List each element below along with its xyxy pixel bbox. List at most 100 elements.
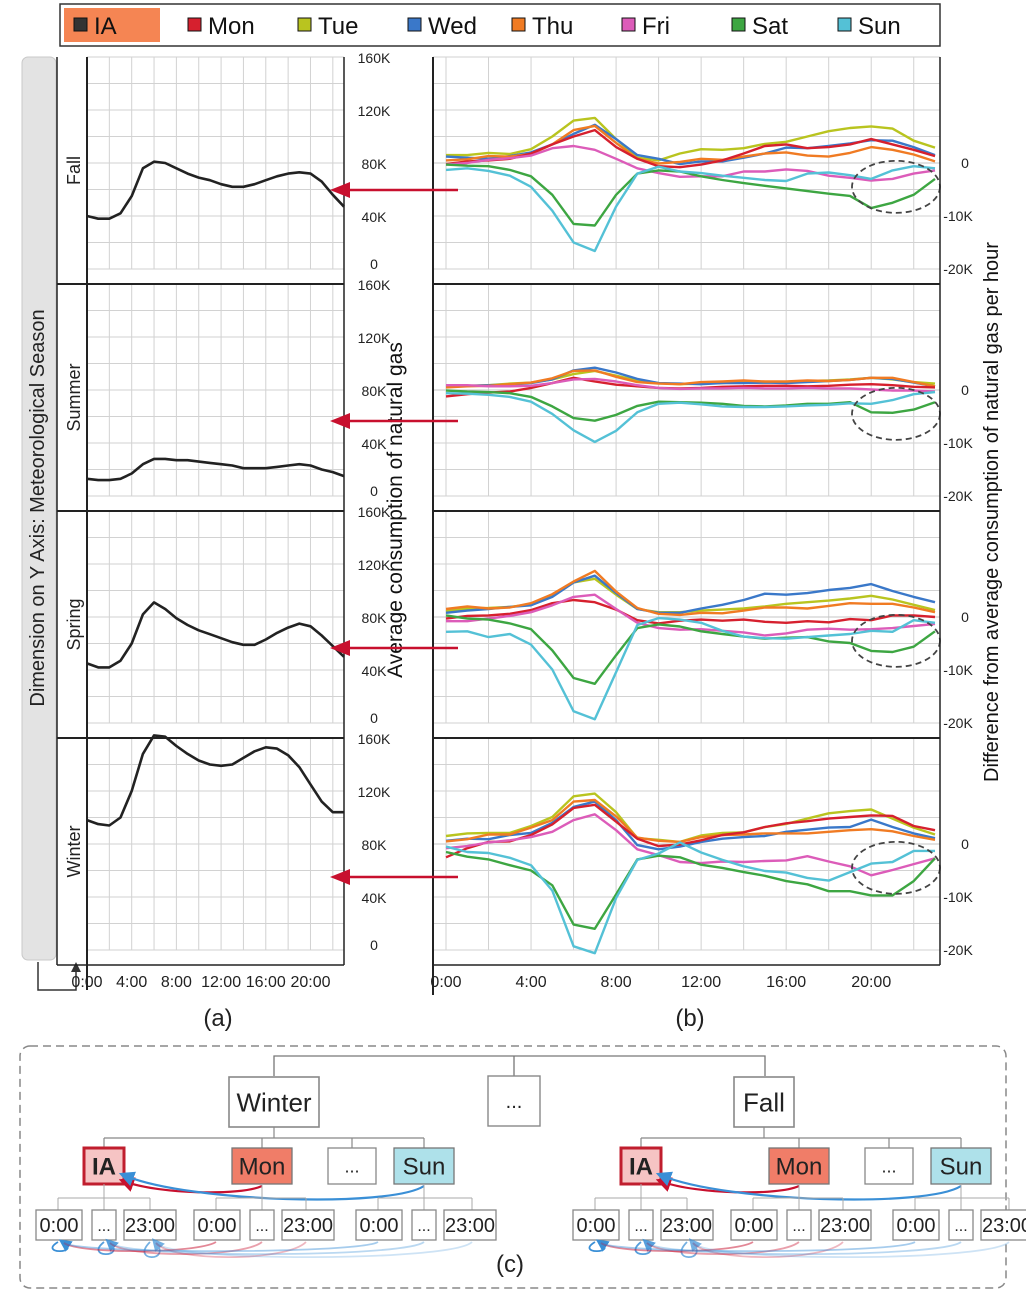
facet-label-winter: Winter — [64, 825, 84, 877]
hour-ellipsis-box — [411, 1209, 437, 1241]
ia-line-winter — [86, 734, 344, 827]
y-dimension-label: Dimension on Y Axis: Meteorological Seas… — [27, 309, 49, 706]
a-x-tick: 20:00 — [290, 974, 330, 991]
hour-first-label: 0:00 — [360, 1215, 399, 1237]
b-tick-label: 0 — [961, 382, 969, 398]
hour-arrow — [109, 1241, 425, 1256]
series-sun-summer — [445, 390, 936, 444]
legend-label-tue: Tue — [318, 13, 358, 40]
a-tick-label: 0 — [370, 483, 378, 499]
hour-ellipsis-label: ... — [792, 1218, 805, 1235]
hour-first-label: 0:00 — [577, 1215, 616, 1237]
series-mon-fall — [445, 128, 936, 169]
hour-arrow — [51, 1239, 73, 1253]
season-fall-label: Fall — [743, 1087, 785, 1117]
a-tick-label: 120K — [358, 330, 391, 346]
chart-b-facet-spring: 0 -10K -20K — [433, 510, 973, 731]
node-sun-label: Sun — [403, 1154, 446, 1181]
a-tick-label: 40K — [362, 663, 388, 679]
link-arrow-head — [330, 182, 350, 198]
a-x-tick: 12:00 — [201, 974, 241, 991]
b-x-tick: 12:00 — [681, 974, 721, 991]
b-x-tick: 20:00 — [851, 974, 891, 991]
hour-arrow — [646, 1241, 962, 1256]
hour-first-box — [355, 1209, 403, 1241]
hour-ellipsis-label: ... — [255, 1218, 268, 1235]
hour-last-label: 23:00 — [982, 1215, 1026, 1237]
facet-label-fall: Fall — [64, 156, 84, 185]
a-x-tick: 8:00 — [161, 974, 192, 991]
hour-last-box — [818, 1209, 872, 1241]
node-ellipsis-label: ... — [881, 1156, 896, 1176]
chart-b-facet-winter: 0 -10K -20K — [433, 737, 973, 958]
a-tick-label: 160K — [358, 504, 391, 520]
a-tick-label: 120K — [358, 784, 391, 800]
facet-label-summer: Summer — [64, 363, 84, 431]
a-tick-label: 80K — [362, 610, 388, 626]
season-dimension-label: Dimension on Y Axis: Meteorological Seas… — [21, 56, 81, 991]
node-ia-label: IA — [629, 1154, 653, 1181]
hour-last-label: 23:00 — [445, 1215, 495, 1237]
panel-label-c: (c) — [496, 1251, 524, 1278]
hour-arrow — [646, 1241, 800, 1255]
node-mon-box — [231, 1147, 293, 1185]
hour-first-label: 0:00 — [735, 1215, 774, 1237]
b-x-tick: 8:00 — [601, 974, 632, 991]
series-fri-summer — [446, 377, 936, 393]
b-tick-label: 0 — [961, 609, 969, 625]
series-sat-winter — [445, 850, 936, 930]
hour-arrow — [600, 1241, 916, 1253]
series-sat-fall — [445, 163, 936, 227]
hour-ellipsis-box — [628, 1209, 654, 1241]
hour-ellipsis-label: ... — [954, 1218, 967, 1235]
chart-b-facet-summer: 0 -10K -20K — [433, 283, 973, 504]
legend-label-wed: Wed — [428, 13, 477, 40]
series-sat-spring — [445, 614, 936, 685]
chart-b: 0 -10K -20K 0 -10K -20K 0 -10K -20K 0 -10K -20K 0:00… — [430, 56, 1003, 995]
node-ellipsis-box — [327, 1147, 377, 1185]
hour-first-label: 0:00 — [897, 1215, 936, 1237]
a-tick-label: 160K — [358, 50, 391, 66]
chart-a-facet-fall: 0 40K 80K 120K 160K Fall — [64, 50, 391, 272]
panel-link-arrows — [330, 182, 458, 885]
node-ia-label: IA — [92, 1154, 116, 1181]
hour-last-box — [123, 1209, 177, 1241]
series-thu-summer — [445, 369, 936, 389]
a-tick-label: 0 — [370, 256, 378, 272]
legend: IA Mon Tue Wed Thu Fri Sat Sun — [59, 3, 941, 47]
root-ellipsis-label: ... — [506, 1091, 523, 1113]
hour-last-label: 23:00 — [820, 1215, 870, 1237]
ia-line-summer — [86, 457, 345, 482]
b-tick-label: -20K — [943, 261, 973, 277]
hour-last-box — [443, 1209, 497, 1241]
hour-first-box — [193, 1209, 241, 1241]
hour-last-label: 23:00 — [125, 1215, 175, 1237]
node-mon-box — [768, 1147, 830, 1185]
legend-label-mon: Mon — [208, 13, 255, 40]
a-tick-label: 40K — [362, 890, 388, 906]
hour-ellipsis-label: ... — [97, 1218, 110, 1235]
hour-arrow — [109, 1241, 263, 1255]
b-tick-label: -20K — [943, 488, 973, 504]
hour-last-box — [660, 1209, 714, 1241]
ia-line-fall — [86, 160, 345, 220]
legend-swatch-mon — [187, 17, 202, 32]
link-arrow-head — [330, 640, 350, 656]
season-fall-box — [733, 1076, 795, 1128]
b-tick-label: 0 — [961, 836, 969, 852]
hour-arrow — [63, 1241, 217, 1253]
legend-label-ia: IA — [94, 13, 117, 40]
series-tue-fall — [446, 116, 936, 162]
legend-swatch-sat — [731, 17, 746, 32]
b-tick-label: -10K — [943, 662, 973, 678]
hour-last-box — [281, 1209, 335, 1241]
hour-first-box — [892, 1209, 940, 1241]
hour-last-box — [980, 1209, 1026, 1241]
hour-last-label: 23:00 — [662, 1215, 712, 1237]
a-tick-label: 80K — [362, 383, 388, 399]
series-wed-winter — [445, 800, 936, 851]
legend-label-sat: Sat — [752, 13, 788, 40]
series-wed-spring — [445, 574, 936, 614]
chart-a-facet-winter: 0 40K 80K 120K 160K Winter — [64, 731, 391, 953]
